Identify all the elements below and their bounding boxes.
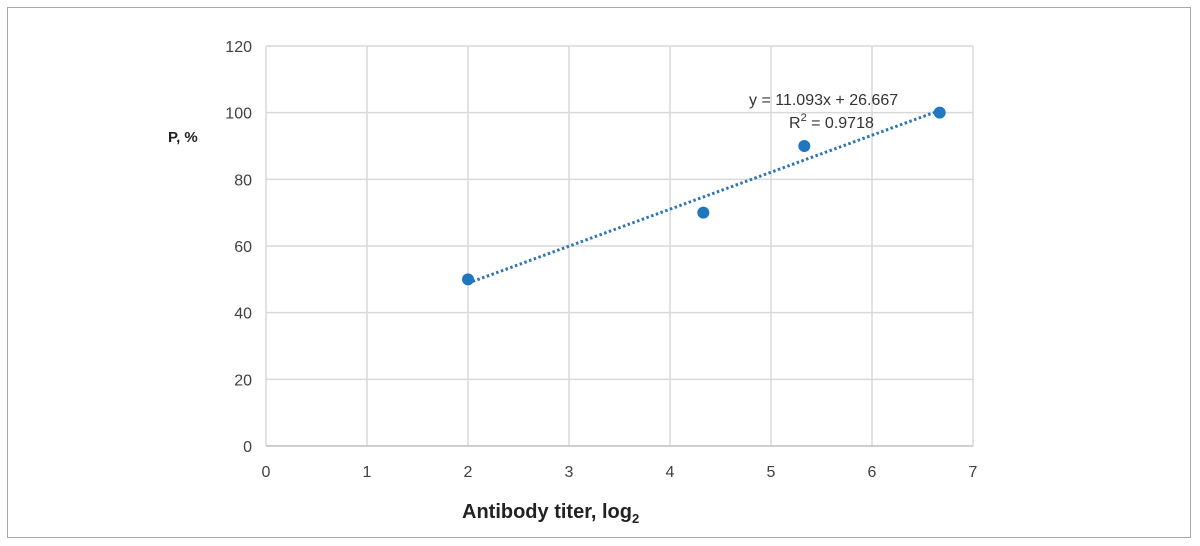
- x-tick-label: 6: [868, 464, 877, 481]
- grid: [265, 45, 974, 447]
- data-point: [933, 106, 946, 119]
- x-axis-label: Antibody titer, log2: [462, 501, 639, 526]
- x-tick-label: 2: [464, 464, 473, 481]
- y-tick-label: 20: [234, 372, 252, 389]
- x-tick-label: 4: [666, 464, 675, 481]
- r-squared-prefix: R: [789, 115, 801, 132]
- x-axis-label-text: Antibody titer, log: [462, 501, 632, 523]
- y-tick-label: 0: [243, 439, 252, 456]
- trendline: [467, 109, 941, 285]
- chart-frame: 0 1 2 3 4 5 6 7 0 20 40 60 80 100 120 P, % Antibody t…: [7, 7, 1191, 538]
- x-tick-label: 0: [262, 464, 271, 481]
- y-tick-label: 80: [234, 172, 252, 189]
- x-tick-label: 7: [969, 464, 978, 481]
- x-axis-label-subscript: 2: [632, 511, 639, 526]
- trendline-equation: y = 11.093x + 26.667: [749, 92, 898, 109]
- trendline-r-squared: R2 = 0.9718: [789, 112, 874, 132]
- data-point: [697, 206, 710, 219]
- r-squared-value: = 0.9718: [807, 115, 874, 132]
- y-tick-label: 40: [234, 306, 252, 323]
- y-tick-label: 100: [225, 106, 252, 123]
- r-squared-superscript: 2: [801, 112, 807, 124]
- trendline-layer: [467, 109, 941, 285]
- data-point: [462, 273, 474, 286]
- x-tick-label: 5: [767, 464, 776, 481]
- chart: 0 1 2 3 4 5 6 7 0 20 40 60 80 100 120 P, % Antibody t…: [168, 39, 978, 526]
- x-tick-label: 1: [363, 464, 372, 481]
- x-tick-labels: 0 1 2 3 4 5 6 7: [262, 464, 978, 481]
- y-tick-labels: 0 20 40 60 80 100 120: [225, 39, 252, 456]
- data-point: [798, 140, 811, 152]
- y-axis-label: P, %: [168, 129, 198, 146]
- y-tick-label: 120: [225, 39, 252, 56]
- y-tick-label: 60: [234, 239, 252, 256]
- x-tick-label: 3: [565, 464, 574, 481]
- data-points: [462, 106, 946, 286]
